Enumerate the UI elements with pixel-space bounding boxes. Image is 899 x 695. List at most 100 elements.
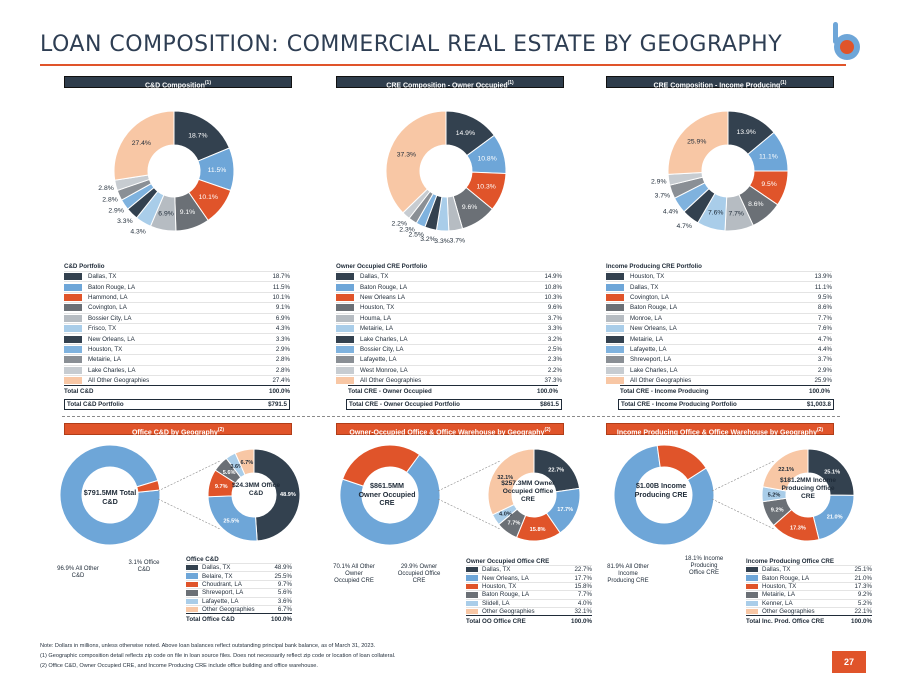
row-label: Hammond, LA (88, 293, 128, 301)
row-value: 8.6% (817, 304, 832, 312)
header-office-ip: Income Producing Office & Office Warehou… (606, 423, 834, 436)
legend-swatch (336, 325, 354, 333)
legend-swatch (606, 325, 624, 333)
row-value: 2.5% (547, 345, 562, 353)
row-label: Baton Rouge, LA (482, 591, 530, 599)
oo-label-6: 3.2% (420, 236, 436, 243)
row-value: 2.2% (547, 366, 562, 374)
legend-swatch (64, 293, 82, 301)
office_cd-slice-5 (234, 448, 255, 476)
oo-label-7: 2.5% (408, 232, 424, 239)
cd-portfolio-table: C&D Portfolio Dallas, TX 18.7% Baton Rouge… (64, 262, 290, 385)
cd-portfolio-caption: C&D Portfolio (64, 263, 105, 270)
office_ip-label-1: 21.0% (827, 514, 843, 520)
table-row: Metairie, LA 4.7% (606, 333, 832, 343)
table-row: Covington, LA 9.5% (606, 291, 832, 302)
cd-composition-donut: 18.7% 11.5% 10.1% 9.1% 6.9% 4.3% 3.3% 2.9% 2.8% 2… (98, 110, 235, 235)
table-row: Lafayette, LA 2.3% (336, 354, 562, 364)
row-value: 3.2% (547, 335, 562, 343)
ip-label-10: 25.9% (687, 139, 706, 146)
row-value: 9.6% (547, 304, 562, 312)
row-label: Baton Rouge, LA (88, 283, 136, 291)
row-value: 10.8% (544, 283, 562, 291)
cd-portfolio-total-value: $791.5 (268, 401, 287, 408)
row-label: Shreveport, LA (630, 356, 672, 364)
row-value: 13.9% (814, 273, 832, 281)
ip-label-1: 11.1% (759, 154, 778, 161)
row-value: 22.1% (854, 608, 872, 616)
oo-total-value: 100.0% (537, 388, 558, 395)
section-divider (62, 416, 840, 417)
table-row: Baton Rouge, LA 8.6% (606, 302, 832, 312)
row-label: Monroe, LA (630, 314, 662, 322)
oo-total-row: Total CRE - Owner Occupied 100.0% (348, 385, 558, 395)
table-row: Lafayette, LA 4.4% (606, 343, 832, 354)
legend-swatch (466, 608, 478, 615)
oo-label-9: 2.2% (392, 220, 408, 227)
office_oo-label-2: 15.8% (530, 527, 546, 533)
office-oo-ann-office: 29.9% Owner Occupied Office CRE (397, 564, 441, 584)
legend-swatch (64, 335, 82, 343)
row-value: 32.1% (574, 608, 592, 616)
legend-swatch (336, 314, 354, 322)
office-cd-ann-other: 96.9% All Other C&D (57, 566, 99, 579)
office-oo-total-row: Total OO Office CRE 100.0% (466, 615, 592, 625)
row-value: 17.7% (574, 574, 592, 582)
table-row: New Orleans, LA 7.6% (606, 322, 832, 333)
office-oo-outer-center-label: $861.5MM Owner Occupied CRE (358, 481, 416, 507)
legend-swatch (336, 304, 354, 312)
legend-swatch (336, 273, 354, 281)
legend-swatch (186, 573, 198, 579)
header-office-oo: Owner-Occupied Office & Office Warehouse… (336, 423, 564, 436)
cd-total-value: 100.0% (269, 388, 290, 395)
legend-swatch (336, 335, 354, 343)
office-cd-outer-center-label: $791.5MM Total C&D (83, 488, 137, 506)
row-value: 2.3% (547, 356, 562, 364)
row-value: 2.9% (275, 345, 290, 353)
table-row: Choudrant, LA 9.7% (186, 579, 292, 588)
table-row: Lake Charles, LA 3.2% (336, 333, 562, 343)
g-cd-connector-top (157, 460, 221, 492)
row-label: Lafayette, LA (630, 345, 667, 353)
office-ip-ann-office: 18.1% Income Producing Office CRE (684, 556, 724, 576)
office_oo-label-3: 7.7% (508, 521, 521, 527)
title-rule (40, 64, 846, 66)
oo-slice-10 (385, 110, 447, 214)
cd-label-5: 4.3% (130, 228, 146, 235)
table-row: Baton Rouge, LA 11.5% (64, 281, 290, 291)
row-label: Other Geographies (482, 608, 535, 616)
office-ip-outer-center-label: $1.00B Income Producing CRE (634, 481, 688, 499)
row-label: Baton Rouge, LA (630, 304, 678, 312)
legend-swatch (64, 366, 82, 374)
row-value: 25.5% (274, 572, 292, 580)
office_cd-label-3: 5.6% (223, 470, 236, 476)
row-label: Slidell, LA (482, 599, 510, 607)
legend-swatch (466, 583, 478, 590)
oo-portfolio-total-row: Total CRE - Owner Occupied Portfolio $861… (346, 399, 562, 410)
row-label: Kenner, LA (762, 599, 793, 607)
legend-swatch (466, 600, 478, 606)
table-row: All Other Geographies 25.9% (606, 374, 832, 385)
office-cd-total-row: Total Office C&D 100.0% (186, 613, 292, 623)
row-label: Shreveport, LA (202, 589, 244, 597)
oo-label-10: 37.3% (397, 151, 416, 158)
legend-swatch (336, 293, 354, 301)
legend-swatch (606, 273, 624, 281)
legend-swatch (64, 345, 82, 353)
row-value: 11.5% (272, 283, 290, 291)
row-value: 9.5% (817, 293, 832, 301)
table-row: New Orleans LA 10.3% (336, 291, 562, 302)
oo-label-3: 9.6% (462, 204, 478, 211)
office_oo-label-0: 22.7% (548, 467, 564, 473)
legend-swatch (606, 304, 624, 312)
header-office-cd: Office C&D by Geography(2) (64, 423, 292, 436)
office-ip-ann-other: 81.9% All Other Income Producing CRE (607, 564, 649, 584)
row-label: Lake Charles, LA (88, 366, 136, 374)
row-label: New Orleans, LA (630, 325, 677, 333)
legend-swatch (746, 592, 758, 598)
row-label: Dallas, TX (630, 283, 659, 291)
cd-label-3: 9.1% (180, 209, 196, 216)
legend-swatch (64, 356, 82, 364)
ip-portfolio-total-row: Total CRE - Income Producing Portfolio $1… (618, 399, 834, 410)
row-value: 3.6% (277, 597, 292, 605)
